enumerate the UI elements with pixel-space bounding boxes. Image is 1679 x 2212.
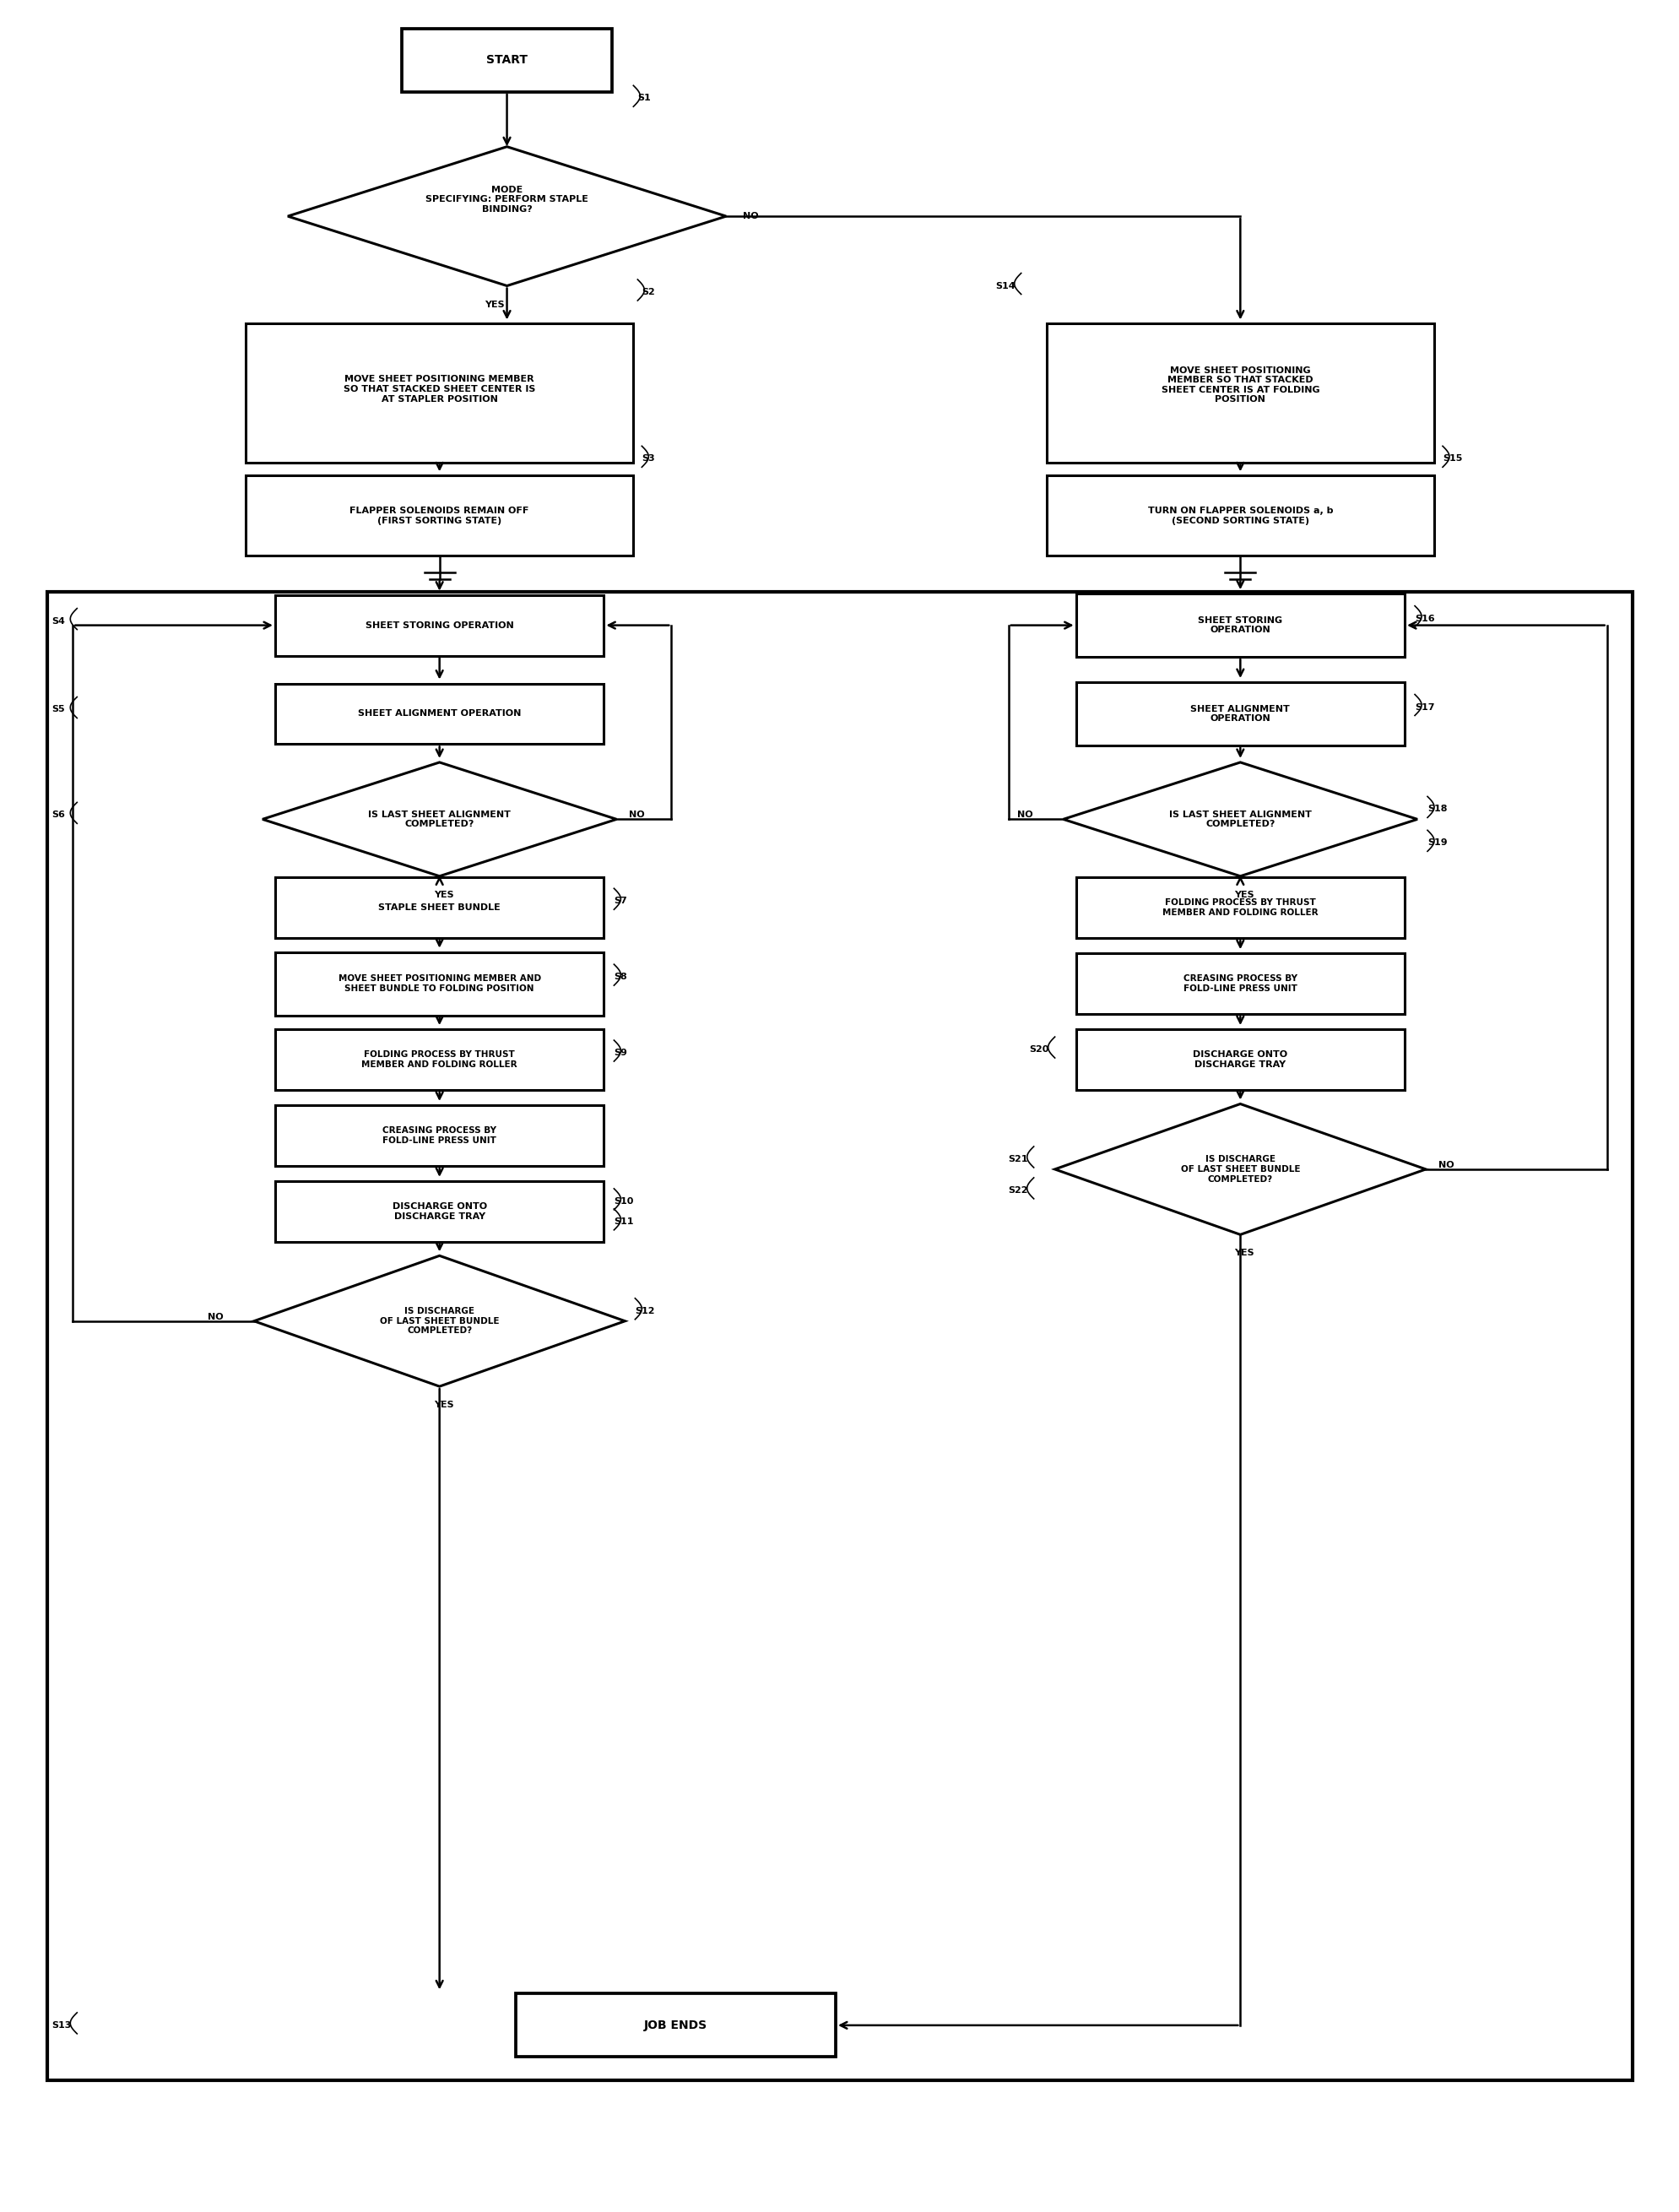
Text: YES: YES [1234, 891, 1254, 898]
FancyBboxPatch shape [1076, 681, 1405, 745]
Text: STAPLE SHEET BUNDLE: STAPLE SHEET BUNDLE [378, 902, 500, 911]
FancyBboxPatch shape [515, 1993, 836, 2057]
FancyBboxPatch shape [1076, 953, 1405, 1013]
Text: S8: S8 [615, 973, 628, 982]
Text: SHEET ALIGNMENT
OPERATION: SHEET ALIGNMENT OPERATION [1190, 706, 1289, 723]
FancyBboxPatch shape [275, 878, 604, 938]
FancyBboxPatch shape [275, 1029, 604, 1091]
FancyBboxPatch shape [245, 323, 633, 462]
Text: S14: S14 [996, 281, 1016, 290]
Text: NO: NO [208, 1312, 223, 1321]
Text: S22: S22 [1009, 1186, 1028, 1194]
FancyBboxPatch shape [275, 951, 604, 1015]
Text: IS LAST SHEET ALIGNMENT
COMPLETED?: IS LAST SHEET ALIGNMENT COMPLETED? [1169, 810, 1311, 827]
Text: S15: S15 [1442, 453, 1462, 462]
Text: S19: S19 [1427, 838, 1447, 847]
Polygon shape [254, 1256, 625, 1387]
Text: DISCHARGE ONTO
DISCHARGE TRAY: DISCHARGE ONTO DISCHARGE TRAY [1194, 1051, 1288, 1068]
Text: TURN ON FLAPPER SOLENOIDS a, b
(SECOND SORTING STATE): TURN ON FLAPPER SOLENOIDS a, b (SECOND S… [1148, 507, 1333, 524]
Text: S20: S20 [1029, 1046, 1049, 1053]
Text: S6: S6 [52, 812, 65, 818]
FancyBboxPatch shape [275, 1181, 604, 1241]
Text: MOVE SHEET POSITIONING MEMBER
SO THAT STACKED SHEET CENTER IS
AT STAPLER POSITIO: MOVE SHEET POSITIONING MEMBER SO THAT ST… [344, 376, 536, 403]
Text: MOVE SHEET POSITIONING
MEMBER SO THAT STACKED
SHEET CENTER IS AT FOLDING
POSITIO: MOVE SHEET POSITIONING MEMBER SO THAT ST… [1162, 365, 1320, 405]
Text: SHEET STORING
OPERATION: SHEET STORING OPERATION [1199, 617, 1283, 635]
Text: S7: S7 [615, 896, 628, 905]
Text: S4: S4 [52, 617, 65, 626]
Text: NO: NO [1017, 812, 1033, 818]
Text: S18: S18 [1427, 805, 1447, 814]
FancyBboxPatch shape [401, 29, 613, 93]
Text: CREASING PROCESS BY
FOLD-LINE PRESS UNIT: CREASING PROCESS BY FOLD-LINE PRESS UNIT [1184, 975, 1298, 993]
FancyBboxPatch shape [1076, 878, 1405, 938]
Text: S13: S13 [52, 2022, 72, 2028]
FancyBboxPatch shape [1046, 476, 1434, 555]
Text: IS DISCHARGE
OF LAST SHEET BUNDLE
COMPLETED?: IS DISCHARGE OF LAST SHEET BUNDLE COMPLE… [1180, 1155, 1300, 1183]
FancyBboxPatch shape [245, 476, 633, 555]
Text: S17: S17 [1415, 703, 1434, 712]
Text: NO: NO [1439, 1161, 1454, 1170]
Text: S16: S16 [1415, 615, 1436, 624]
Text: S11: S11 [615, 1217, 635, 1225]
Text: DISCHARGE ONTO
DISCHARGE TRAY: DISCHARGE ONTO DISCHARGE TRAY [393, 1203, 487, 1221]
Polygon shape [262, 763, 616, 876]
Text: S10: S10 [615, 1197, 633, 1206]
Text: CREASING PROCESS BY
FOLD-LINE PRESS UNIT: CREASING PROCESS BY FOLD-LINE PRESS UNIT [383, 1126, 497, 1144]
Text: MODE
SPECIFYING: PERFORM STAPLE
BINDING?: MODE SPECIFYING: PERFORM STAPLE BINDING? [425, 186, 588, 212]
Text: IS DISCHARGE
OF LAST SHEET BUNDLE
COMPLETED?: IS DISCHARGE OF LAST SHEET BUNDLE COMPLE… [379, 1307, 499, 1336]
Text: S1: S1 [638, 93, 651, 102]
Text: JOB ENDS: JOB ENDS [643, 2020, 707, 2031]
FancyBboxPatch shape [275, 684, 604, 743]
Text: FOLDING PROCESS BY THRUST
MEMBER AND FOLDING ROLLER: FOLDING PROCESS BY THRUST MEMBER AND FOL… [1162, 898, 1318, 918]
Text: MOVE SHEET POSITIONING MEMBER AND
SHEET BUNDLE TO FOLDING POSITION: MOVE SHEET POSITIONING MEMBER AND SHEET … [337, 975, 541, 993]
FancyBboxPatch shape [1076, 593, 1405, 657]
Text: FLAPPER SOLENOIDS REMAIN OFF
(FIRST SORTING STATE): FLAPPER SOLENOIDS REMAIN OFF (FIRST SORT… [349, 507, 529, 524]
Text: NO: NO [630, 812, 645, 818]
Text: S3: S3 [641, 453, 655, 462]
Text: S12: S12 [635, 1307, 655, 1316]
FancyBboxPatch shape [1076, 1029, 1405, 1091]
Text: YES: YES [1234, 1250, 1254, 1256]
Text: SHEET STORING OPERATION: SHEET STORING OPERATION [366, 622, 514, 630]
Polygon shape [287, 146, 725, 285]
Text: S5: S5 [52, 706, 65, 714]
FancyBboxPatch shape [47, 591, 1632, 2079]
Text: YES: YES [433, 891, 453, 898]
Text: S9: S9 [615, 1048, 628, 1057]
Text: IS LAST SHEET ALIGNMENT
COMPLETED?: IS LAST SHEET ALIGNMENT COMPLETED? [368, 810, 510, 827]
Text: YES: YES [484, 301, 504, 310]
FancyBboxPatch shape [275, 1106, 604, 1166]
Text: S21: S21 [1009, 1155, 1028, 1164]
Text: YES: YES [433, 1400, 453, 1409]
Text: START: START [487, 55, 527, 66]
Text: SHEET ALIGNMENT OPERATION: SHEET ALIGNMENT OPERATION [358, 710, 520, 719]
Polygon shape [1063, 763, 1417, 876]
FancyBboxPatch shape [275, 595, 604, 655]
Text: NO: NO [744, 212, 759, 221]
Text: S2: S2 [641, 288, 655, 296]
FancyBboxPatch shape [1046, 323, 1434, 462]
Polygon shape [1054, 1104, 1425, 1234]
Text: FOLDING PROCESS BY THRUST
MEMBER AND FOLDING ROLLER: FOLDING PROCESS BY THRUST MEMBER AND FOL… [361, 1051, 517, 1068]
